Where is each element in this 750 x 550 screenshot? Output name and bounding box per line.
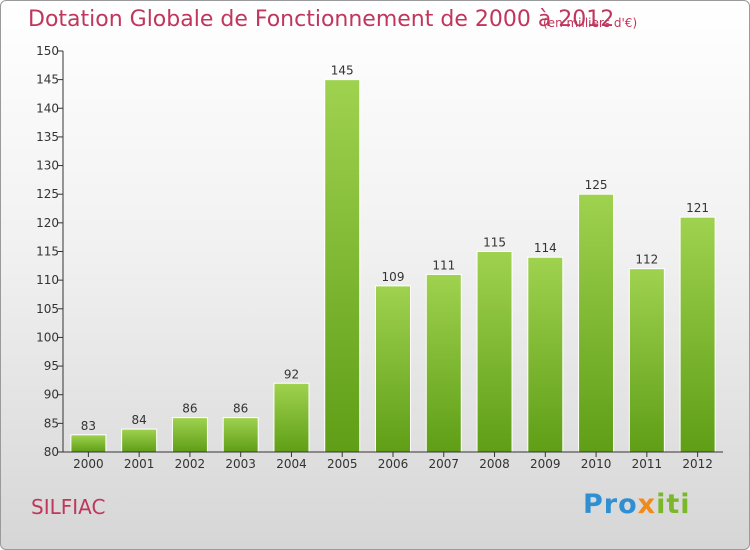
- x-tick-label-2010: 2010: [581, 457, 612, 471]
- bar-2011: [628, 268, 665, 453]
- bar-2007: [425, 273, 462, 453]
- x-tick-label-2006: 2006: [378, 457, 409, 471]
- value-label-2008: 115: [483, 236, 506, 250]
- logo-part-iti: iti: [656, 489, 691, 520]
- y-tick-label-125: 125: [36, 187, 59, 201]
- commune-name: SILFIAC: [31, 495, 106, 519]
- y-tick-label-100: 100: [36, 330, 59, 344]
- bar-2002: [171, 417, 208, 453]
- bar-2003: [222, 417, 259, 453]
- value-label-2003: 86: [233, 402, 248, 416]
- y-tick-label-90: 90: [44, 388, 59, 402]
- y-tick-label-85: 85: [44, 416, 59, 430]
- x-tick-label-2007: 2007: [428, 457, 459, 471]
- bar-2012: [679, 216, 716, 453]
- value-label-2004: 92: [284, 367, 299, 381]
- y-tick-label-110: 110: [36, 273, 59, 287]
- value-label-2005: 145: [331, 64, 354, 78]
- x-tick-label-2008: 2008: [479, 457, 510, 471]
- y-tick-label-130: 130: [36, 159, 59, 173]
- x-tick-label-2001: 2001: [124, 457, 155, 471]
- value-label-2011: 112: [635, 253, 658, 267]
- logo-part-pro: Pro: [583, 489, 638, 520]
- x-tick-label-2000: 2000: [73, 457, 104, 471]
- x-tick-label-2002: 2002: [175, 457, 206, 471]
- x-tick-label-2003: 2003: [225, 457, 256, 471]
- y-tick-label-140: 140: [36, 101, 59, 115]
- y-tick-label-80: 80: [44, 445, 59, 459]
- bar-2001: [121, 428, 158, 453]
- bar-2006: [375, 285, 411, 453]
- x-tick-label-2009: 2009: [530, 457, 561, 471]
- value-label-2001: 84: [132, 413, 147, 427]
- value-label-2012: 121: [686, 201, 709, 215]
- proxiti-logo: Proxiti: [583, 489, 691, 520]
- y-tick-label-150: 150: [36, 44, 59, 58]
- value-label-2009: 114: [534, 241, 557, 255]
- y-tick-label-115: 115: [36, 245, 59, 259]
- chart-subtitle: (en milliers d'€): [543, 16, 638, 30]
- logo-part-x: x: [637, 489, 657, 520]
- x-tick-label-2004: 2004: [276, 457, 307, 471]
- bar-2008: [476, 251, 513, 453]
- bar-2000: [70, 434, 107, 453]
- bar-2010: [578, 193, 615, 453]
- y-tick-label-145: 145: [36, 73, 59, 87]
- x-tick-label-2012: 2012: [682, 457, 713, 471]
- value-label-2002: 86: [182, 402, 197, 416]
- y-tick-label-95: 95: [44, 359, 59, 373]
- chart-title: Dotation Globale de Fonctionnement de 20…: [28, 7, 615, 32]
- x-tick-label-2005: 2005: [327, 457, 358, 471]
- value-label-2006: 109: [382, 270, 405, 284]
- value-label-2007: 111: [432, 258, 455, 272]
- x-tick-label-2011: 2011: [632, 457, 663, 471]
- value-label-2000: 83: [81, 419, 96, 433]
- y-tick-label-135: 135: [36, 130, 59, 144]
- value-label-2010: 125: [585, 178, 608, 192]
- bar-2009: [527, 256, 564, 453]
- bar-2005: [324, 79, 361, 453]
- y-tick-label-120: 120: [36, 216, 59, 230]
- y-tick-label-105: 105: [36, 302, 59, 316]
- bar-2004: [273, 382, 310, 453]
